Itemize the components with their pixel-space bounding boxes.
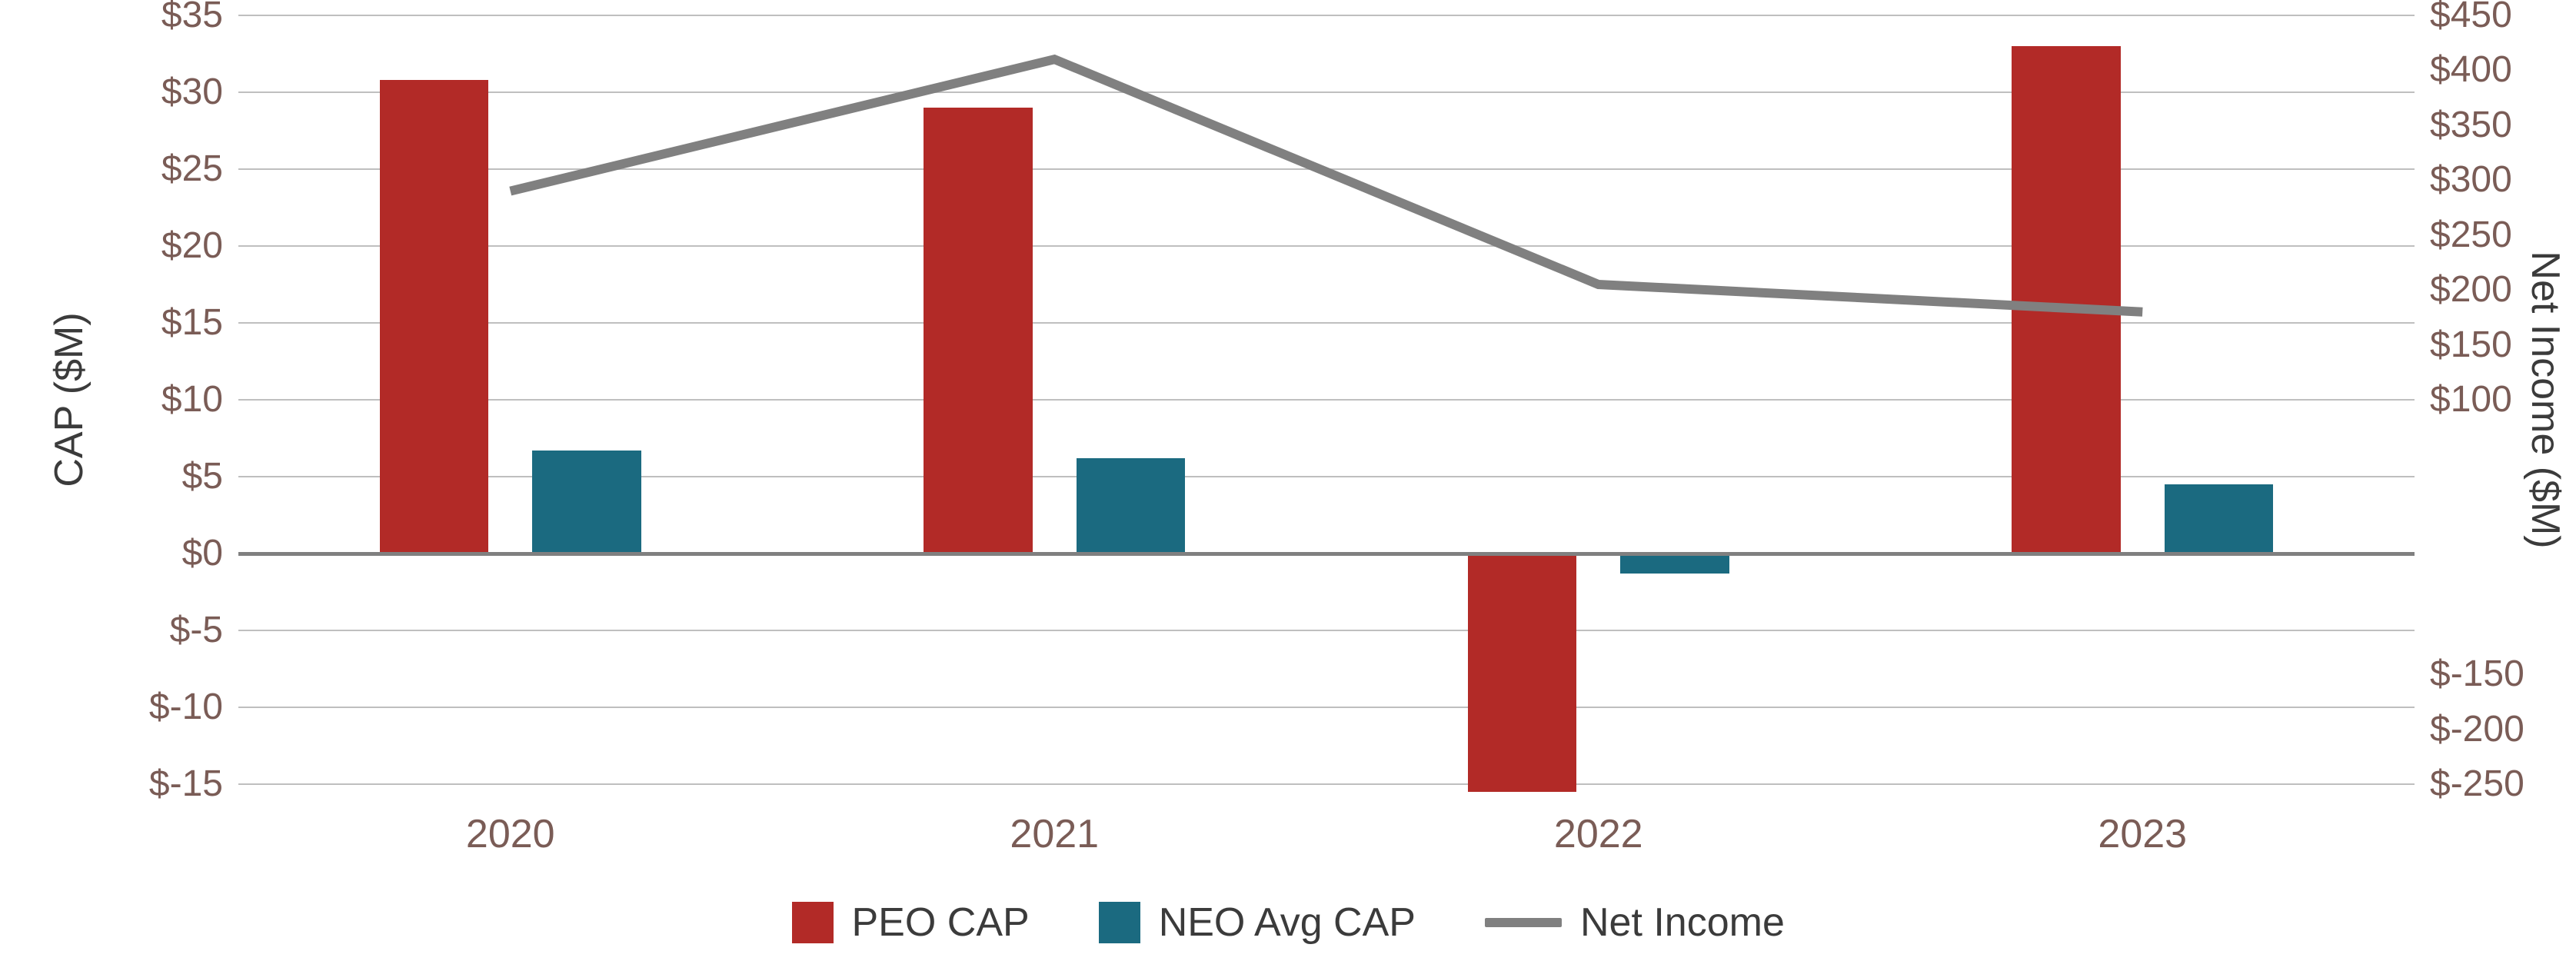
compensation-vs-net-income-chart: CAP ($M) Net Income ($M) $35 $30 $25 $20 $15… bbox=[0, 0, 2576, 961]
left-y-tick: $20 bbox=[161, 228, 223, 264]
left-y-tick: $-5 bbox=[170, 612, 223, 649]
legend-label: PEO CAP bbox=[852, 899, 1030, 946]
left-y-tick: $10 bbox=[161, 381, 223, 418]
left-y-tick: $30 bbox=[161, 74, 223, 111]
legend-swatch-square bbox=[792, 902, 834, 943]
right-y-tick: $-150 bbox=[2430, 656, 2524, 693]
legend-swatch-line bbox=[1485, 918, 1562, 927]
legend-swatch-square bbox=[1099, 902, 1140, 943]
right-y-tick: $-200 bbox=[2430, 711, 2524, 748]
legend-item: Net Income bbox=[1485, 899, 1785, 946]
left-y-tick: $-15 bbox=[149, 766, 223, 803]
x-axis-category-label: 2020 bbox=[466, 811, 555, 857]
zero-baseline bbox=[238, 552, 2415, 556]
right-y-tick: $350 bbox=[2430, 107, 2512, 144]
x-axis-category-label: 2023 bbox=[2098, 811, 2187, 857]
right-y-axis-title: Net Income ($M) bbox=[2522, 251, 2568, 548]
left-y-tick: $15 bbox=[161, 304, 223, 341]
right-y-tick: $250 bbox=[2430, 217, 2512, 254]
legend-label: Net Income bbox=[1580, 899, 1785, 946]
left-y-axis-title: CAP ($M) bbox=[46, 312, 92, 487]
x-axis-category-label: 2021 bbox=[1010, 811, 1099, 857]
right-y-tick: $300 bbox=[2430, 161, 2512, 198]
left-y-tick: $-10 bbox=[149, 689, 223, 726]
legend-item: NEO Avg CAP bbox=[1099, 899, 1416, 946]
left-y-tick: $0 bbox=[182, 535, 223, 572]
line-layer bbox=[238, 15, 2415, 784]
right-y-tick: $-250 bbox=[2430, 766, 2524, 803]
right-y-tick: $400 bbox=[2430, 52, 2512, 88]
left-y-tick: $5 bbox=[182, 458, 223, 495]
legend: PEO CAP NEO Avg CAP Net Income bbox=[792, 899, 1785, 946]
left-y-tick: $35 bbox=[161, 0, 223, 34]
plot-area bbox=[238, 15, 2415, 784]
right-y-tick: $450 bbox=[2430, 0, 2512, 34]
x-axis-category-label: 2022 bbox=[1554, 811, 1643, 857]
legend-label: NEO Avg CAP bbox=[1159, 899, 1416, 946]
right-y-tick: $200 bbox=[2430, 271, 2512, 308]
left-y-tick: $25 bbox=[161, 151, 223, 188]
net-income-line bbox=[511, 59, 2143, 312]
right-y-tick: $100 bbox=[2430, 381, 2512, 418]
legend-item: PEO CAP bbox=[792, 899, 1030, 946]
right-y-tick: $150 bbox=[2430, 327, 2512, 364]
